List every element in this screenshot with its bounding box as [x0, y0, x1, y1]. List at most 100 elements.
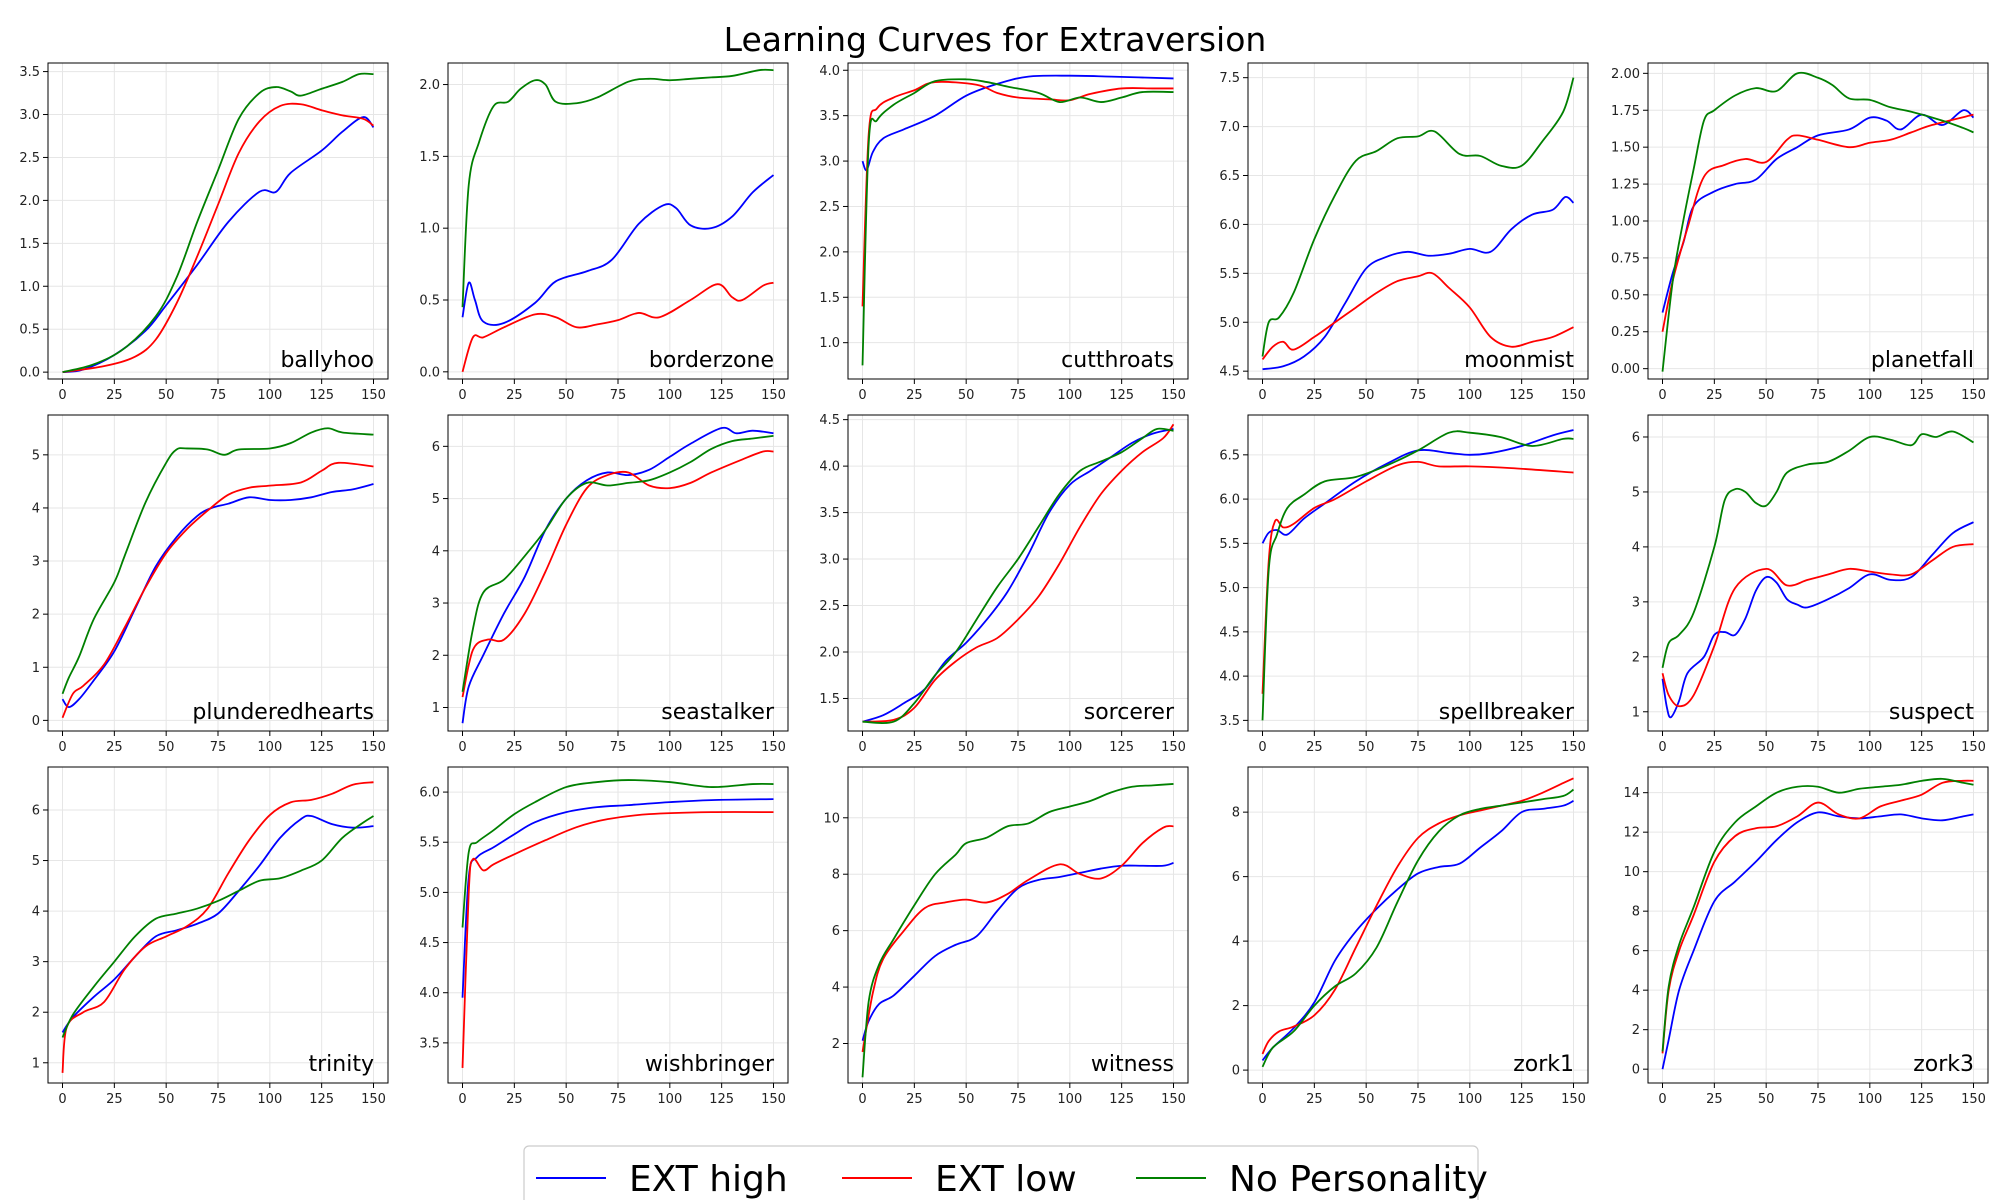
- x-tick-label: 100: [657, 740, 682, 755]
- y-tick-label: 4.5: [819, 413, 840, 428]
- x-tick-label: 150: [1561, 388, 1586, 403]
- y-tick-label: 1.00: [1611, 215, 1640, 230]
- series-line-no-personality: [1661, 777, 1974, 1052]
- x-tick-label: 25: [106, 1092, 123, 1107]
- series-line-no-personality: [61, 815, 374, 1038]
- y-tick-label: 2: [32, 608, 40, 623]
- y-tick-label: 3: [32, 555, 40, 570]
- series-line-ext-low: [461, 450, 774, 698]
- x-tick-label: 150: [1161, 1092, 1186, 1107]
- panel-series: [861, 783, 1174, 1078]
- panel-grid: [848, 63, 1188, 379]
- x-tick-label: 50: [958, 740, 975, 755]
- y-tick-label: 7.0: [1219, 120, 1240, 135]
- series-line-no-personality: [461, 68, 774, 308]
- y-tick-label: 5: [1632, 485, 1640, 500]
- x-tick-label: 125: [1509, 740, 1534, 755]
- x-tick-label: 125: [309, 388, 334, 403]
- x-tick-label: 150: [1961, 388, 1986, 403]
- y-tick-label: 2: [1232, 999, 1240, 1014]
- series-line-ext-high: [1661, 521, 1974, 719]
- x-tick-label: 125: [709, 388, 734, 403]
- y-tick-label: 2.0: [419, 78, 440, 93]
- y-tick-label: 4: [1632, 540, 1640, 555]
- panel-grid: [1648, 767, 1988, 1083]
- panel-label: trinity: [309, 1052, 374, 1077]
- x-tick-label: 0: [458, 1092, 466, 1107]
- x-tick-label: 150: [761, 740, 786, 755]
- y-tick-label: 1.50: [1611, 141, 1640, 156]
- series-line-no-personality: [1261, 788, 1575, 1068]
- panel-series: [62, 72, 375, 374]
- x-tick-label: 75: [1410, 388, 1427, 403]
- x-tick-label: 0: [858, 388, 866, 403]
- legend-item-no-personality: No Personality: [1136, 1159, 1488, 1200]
- y-tick-label: 3.0: [819, 155, 840, 170]
- panel-label: planetfall: [1871, 348, 1974, 373]
- panel-grid: [448, 63, 788, 379]
- x-tick-label: 25: [1706, 388, 1723, 403]
- y-tick-label: 4.0: [419, 986, 440, 1001]
- x-tick-label: 25: [906, 1092, 923, 1107]
- x-tick-label: 75: [1010, 1092, 1027, 1107]
- y-tick-label: 10: [823, 811, 840, 826]
- y-tick-label: 4: [1632, 984, 1640, 999]
- x-tick-label: 0: [1658, 740, 1666, 755]
- panels-grid: 0 25 50 75 100 125 1500.00.51.01.52.02.53.03.5…: [19, 62, 1989, 1107]
- x-tick-label: 125: [309, 740, 334, 755]
- x-tick-label: 100: [1457, 1092, 1482, 1107]
- series-line-ext-low: [1661, 779, 1974, 1054]
- y-tick-label: 1.75: [1611, 104, 1640, 119]
- y-tick-label: 4: [32, 501, 40, 516]
- y-tick-label: 14: [1623, 786, 1640, 801]
- y-tick-label: 5: [32, 854, 40, 869]
- x-tick-label: 75: [1410, 1092, 1427, 1107]
- series-line-no-personality: [861, 78, 1174, 366]
- x-tick-label: 75: [1810, 740, 1827, 755]
- series-line-no-personality: [862, 427, 1174, 724]
- y-tick-label: 0.0: [19, 366, 40, 381]
- x-tick-label: 50: [1358, 1092, 1375, 1107]
- panel-label: plunderedhearts: [192, 700, 374, 725]
- y-tick-label: 5.5: [419, 836, 440, 851]
- panel-series: [461, 426, 774, 724]
- x-tick-label: 150: [361, 388, 386, 403]
- x-tick-label: 100: [657, 1092, 682, 1107]
- x-tick-label: 0: [58, 388, 66, 403]
- series-line-no-personality: [62, 72, 374, 374]
- x-tick-label: 0: [858, 740, 866, 755]
- panel-spellbreaker: 0 25 50 75 100 125 150 3.5 4.0 4.5 5.0 5.5 6.0 6.5 spe…: [1219, 414, 1589, 755]
- y-tick-label: 0.50: [1611, 288, 1640, 303]
- panel-series: [1661, 71, 1975, 372]
- y-tick-label: 7.5: [1219, 71, 1240, 86]
- x-tick-label: 50: [158, 388, 175, 403]
- panel-series: [1261, 77, 1575, 371]
- y-tick-label: 1: [32, 1056, 40, 1071]
- x-tick-label: 100: [257, 388, 282, 403]
- x-tick-label: 100: [1857, 740, 1882, 755]
- y-tick-label: 3.0: [819, 553, 840, 568]
- x-tick-label: 50: [1758, 388, 1775, 403]
- panel-plunderedhearts: 0 25 50 75 100 125 150 0 1 2 3 4 5 plunderedhearts: [32, 414, 389, 755]
- series-line-ext-low: [1261, 777, 1574, 1055]
- series-line-ext-low: [862, 423, 1175, 723]
- panel-grid: [1248, 63, 1588, 379]
- x-tick-label: 100: [1857, 1092, 1882, 1107]
- panel-grid: [448, 415, 788, 731]
- panel-zork1: 0 25 50 75 100 125 150 0 2 4 6 8 zork1: [1232, 766, 1589, 1107]
- x-tick-label: 150: [761, 388, 786, 403]
- x-tick-label: 25: [106, 740, 123, 755]
- x-tick-label: 100: [1857, 388, 1882, 403]
- y-tick-label: 1.5: [819, 692, 840, 707]
- y-tick-label: 1.5: [419, 150, 440, 165]
- series-line-no-personality: [461, 434, 774, 692]
- y-tick-label: 3.5: [19, 65, 40, 80]
- x-tick-label: 100: [257, 1092, 282, 1107]
- panel-label: ballyhoo: [280, 348, 374, 373]
- series-line-ext-low: [861, 80, 1174, 307]
- panel-label: witness: [1091, 1052, 1174, 1077]
- y-tick-label: 5.0: [419, 886, 440, 901]
- x-tick-label: 25: [106, 388, 123, 403]
- x-tick-label: 125: [709, 1092, 734, 1107]
